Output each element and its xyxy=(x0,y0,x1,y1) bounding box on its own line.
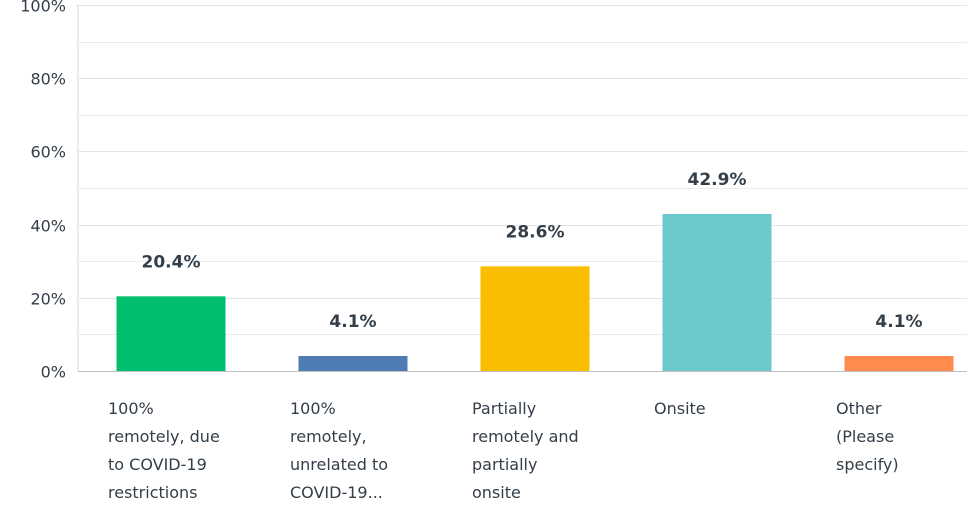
x-category-label-line: 100% xyxy=(290,399,336,418)
x-category-label-line: remotely, xyxy=(290,427,367,446)
y-axis-ticks: 0% 20% 40% 60% 80% 100% xyxy=(20,0,66,382)
x-axis-labels: 100% remotely, due to COVID-19 restrictions… xyxy=(108,399,899,502)
x-category-label-line: unrelated to xyxy=(290,455,388,474)
x-category-label: Partially remotely and partially onsite xyxy=(472,399,579,502)
x-category-label-line: restrictions xyxy=(108,483,197,502)
bars xyxy=(116,213,954,371)
x-category-label: Other (Please specify) xyxy=(836,399,899,474)
data-labels: 20.4% 4.1% 28.6% 42.9% 4.1% xyxy=(142,170,923,332)
y-tick-label: 20% xyxy=(30,290,66,309)
x-category-label-line: Other xyxy=(836,399,882,418)
y-tick-label: 100% xyxy=(20,0,66,16)
bar[interactable] xyxy=(662,213,772,371)
bar-value-label: 42.9% xyxy=(688,170,747,190)
bar-value-label: 28.6% xyxy=(506,222,565,242)
x-category-label-line: Onsite xyxy=(654,399,706,418)
x-category-label-line: to COVID-19 xyxy=(108,455,207,474)
bar-value-label: 4.1% xyxy=(875,312,922,332)
x-category-label-line: Partially xyxy=(472,399,536,418)
y-tick-label: 0% xyxy=(41,363,66,382)
x-category-label: 100% remotely, unrelated to COVID-19... xyxy=(290,399,388,502)
bar-value-label: 20.4% xyxy=(142,252,201,272)
bar[interactable] xyxy=(298,355,408,371)
bar[interactable] xyxy=(844,355,954,371)
y-tick-label: 80% xyxy=(30,70,66,89)
x-category-label-line: 100% xyxy=(108,399,154,418)
gridlines xyxy=(77,5,967,372)
y-tick-label: 60% xyxy=(30,143,66,162)
x-category-label: 100% remotely, due to COVID-19 restrictions xyxy=(108,399,220,502)
x-category-label-line: COVID-19... xyxy=(290,483,383,502)
x-category-label-line: specify) xyxy=(836,455,899,474)
bar-value-label: 4.1% xyxy=(329,312,376,332)
bar[interactable] xyxy=(116,296,226,371)
x-category-label-line: onsite xyxy=(472,483,521,502)
x-category-label: Onsite xyxy=(654,399,706,418)
x-category-label-line: remotely and xyxy=(472,427,579,446)
y-tick-label: 40% xyxy=(30,217,66,236)
x-category-label-line: (Please xyxy=(836,427,894,446)
x-category-label-line: remotely, due xyxy=(108,427,220,446)
x-category-label-line: partially xyxy=(472,455,537,474)
bar[interactable] xyxy=(480,266,590,371)
